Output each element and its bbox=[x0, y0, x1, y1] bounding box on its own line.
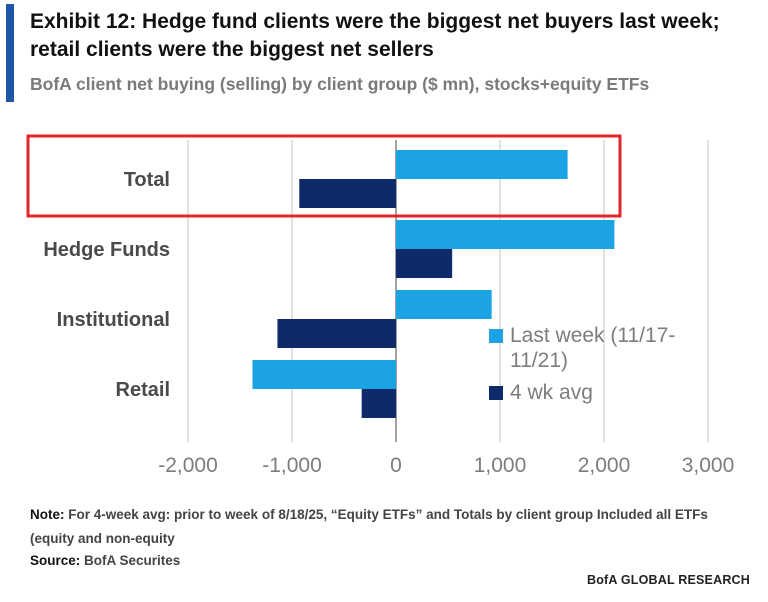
chart-subtitle: BofA client net buying (selling) by clie… bbox=[30, 74, 650, 94]
bar-hedge-funds-4wk-avg bbox=[396, 249, 453, 278]
footnote: Note: For 4-week avg: prior to week of 8… bbox=[30, 503, 750, 551]
legend-swatch-last-week bbox=[489, 329, 503, 343]
bar-total-4wk-avg bbox=[299, 179, 396, 208]
x-tick-label: 2,000 bbox=[578, 454, 631, 477]
source-line: Source: BofA Securites bbox=[30, 553, 180, 568]
bar-hedge-funds-last-week bbox=[396, 220, 615, 249]
x-tick-label: 1,000 bbox=[474, 454, 527, 477]
category-labels: Total Hedge Funds Institutional Retail bbox=[43, 169, 170, 401]
legend: Last week (11/17- 11/21) 4 wk avg bbox=[489, 324, 675, 404]
bar-institutional-4wk-avg bbox=[277, 319, 396, 348]
bar-retail-last-week bbox=[252, 360, 396, 389]
x-tick-labels: -2,000 -1,000 0 1,000 2,000 3,000 bbox=[158, 454, 734, 477]
legend-label-last-week-line2: 11/21) bbox=[510, 349, 568, 372]
source-text: BofA Securites bbox=[84, 553, 181, 568]
x-tick-label: 0 bbox=[390, 454, 402, 477]
chart-title: Exhibit 12: Hedge fund clients were the … bbox=[30, 10, 720, 61]
x-tick-label: -1,000 bbox=[262, 454, 322, 477]
bar-retail-4wk-avg bbox=[361, 389, 396, 418]
x-tick-label: 3,000 bbox=[682, 454, 735, 477]
note-label: Note: bbox=[30, 507, 65, 522]
total-highlight-box bbox=[26, 134, 622, 218]
note-text: For 4-week avg: prior to week of 8/18/25… bbox=[30, 507, 708, 546]
category-label-hedge-funds: Hedge Funds bbox=[43, 239, 170, 261]
bars bbox=[252, 150, 615, 418]
brand-footer: BofA GLOBAL RESEARCH bbox=[586, 573, 750, 587]
x-tick-label: -2,000 bbox=[158, 454, 218, 477]
source-label: Source: bbox=[30, 553, 81, 568]
accent-bar bbox=[6, 4, 14, 102]
bar-total-last-week bbox=[396, 150, 568, 179]
category-label-institutional: Institutional bbox=[57, 309, 170, 331]
bar-chart: Total Hedge Funds Institutional Retail -2,0… bbox=[26, 134, 734, 477]
category-label-total: Total bbox=[124, 169, 170, 191]
legend-swatch-4wk-avg bbox=[489, 386, 503, 400]
category-label-retail: Retail bbox=[116, 379, 170, 401]
bar-institutional-last-week bbox=[396, 290, 492, 319]
legend-label-4wk-avg: 4 wk avg bbox=[510, 381, 593, 404]
legend-label-last-week-line1: Last week (11/17- bbox=[510, 324, 675, 347]
